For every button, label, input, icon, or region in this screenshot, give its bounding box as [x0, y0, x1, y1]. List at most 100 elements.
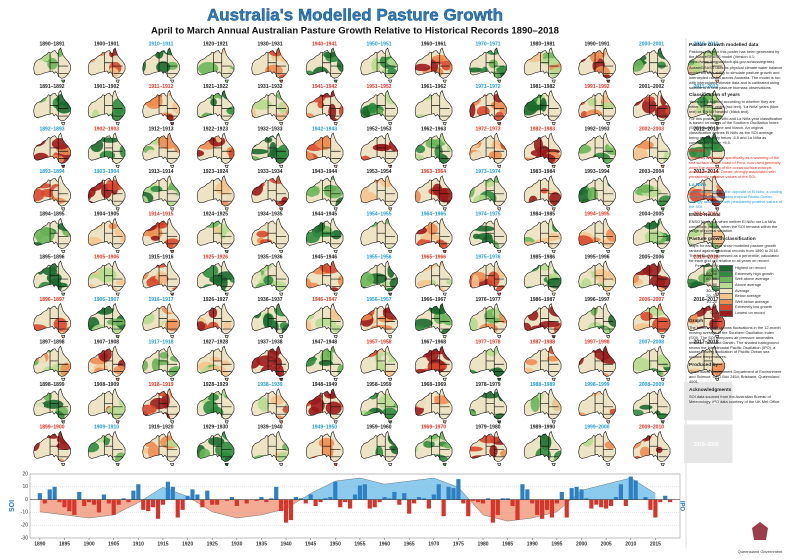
map-outline [469, 430, 507, 467]
map-outline [196, 303, 235, 339]
map-outline [142, 388, 180, 424]
map-outline [578, 217, 616, 254]
map-patch [525, 359, 538, 366]
soi-bar [352, 494, 358, 500]
state-borders [158, 350, 178, 375]
year-label: 2007–2008 [639, 340, 664, 346]
year-label: 1949–1950 [312, 425, 337, 431]
state-borders [267, 222, 287, 248]
year-label: 1904–1905 [94, 212, 119, 218]
map-patch [159, 351, 169, 359]
soi-bar [318, 499, 323, 503]
soi-bar [52, 486, 57, 500]
state-borders [158, 95, 178, 120]
soi-bar [623, 499, 628, 506]
year-label: 1898–1899 [39, 382, 64, 388]
section-heading: Graph [689, 319, 704, 325]
state-borders [594, 393, 614, 418]
legend-range-text: 0–1 [710, 309, 718, 315]
year-label: 1978–1979 [475, 382, 500, 388]
soi-bar [584, 498, 589, 500]
empty-cell [684, 381, 733, 421]
map-patch [633, 409, 644, 417]
map-patch [263, 275, 274, 285]
year-label: 2005–2006 [639, 254, 664, 260]
x-tick-label: 1995 [551, 541, 562, 547]
state-borders [485, 265, 505, 290]
year-label: 1947–1948 [312, 340, 337, 346]
map-outline [414, 388, 453, 424]
map-outline [414, 175, 453, 211]
year-label: 1945–1946 [312, 254, 337, 260]
map-outline [360, 217, 398, 254]
legend-label: Lowest on record [735, 309, 765, 315]
legend-label: Average [735, 287, 750, 293]
legend-range-text: 20–30 [706, 293, 717, 299]
section-heading: ENSO Neutral [689, 212, 721, 218]
year-label: 1948–1949 [312, 382, 337, 388]
map-outline [196, 90, 235, 126]
state-borders [594, 222, 614, 248]
state-borders [322, 180, 341, 205]
state-borders [649, 265, 668, 290]
soi-bar [540, 499, 545, 519]
year-label: 1940–1941 [312, 41, 337, 47]
state-borders [267, 308, 287, 333]
year-label: 1890–1891 [39, 41, 64, 47]
soi-bar [402, 493, 407, 500]
state-borders [104, 52, 123, 77]
state-borders [376, 265, 396, 290]
year-label: 1928–1929 [203, 382, 228, 388]
map-outline [578, 303, 616, 339]
state-borders [485, 95, 505, 120]
map-patch [282, 442, 289, 451]
state-borders [485, 222, 505, 248]
map-patch [432, 54, 449, 62]
soi-bar [254, 499, 259, 501]
map-patch [530, 395, 540, 412]
section-heading: La Niña [689, 183, 707, 189]
map-patch [331, 230, 342, 240]
map-patch [696, 104, 716, 115]
map-patch [325, 401, 342, 415]
state-borders [213, 350, 232, 375]
year-label: 1911–1912 [149, 84, 174, 90]
map-outline [251, 47, 289, 83]
map-patch [608, 408, 616, 415]
map-outline [414, 132, 453, 168]
map-patch [119, 144, 126, 159]
soi-bar [451, 488, 456, 500]
section-heading: Produced by [689, 363, 719, 369]
soi-bar [165, 481, 170, 500]
year-label: 1914–1915 [148, 212, 173, 218]
map-outline [632, 90, 671, 126]
state-borders [104, 308, 123, 333]
map-outline [305, 430, 344, 467]
map-patch [209, 356, 221, 363]
map-outline [360, 90, 398, 126]
map-outline [196, 217, 235, 254]
state-borders [485, 137, 505, 162]
map-outline [360, 132, 398, 168]
x-tick-label: 1905 [108, 541, 119, 547]
map-outline [305, 345, 344, 381]
map-patch [209, 275, 228, 284]
state-borders [485, 393, 505, 418]
year-label: 1969–1970 [421, 425, 446, 431]
year-label: 1942–1943 [312, 127, 337, 133]
map-outline [87, 388, 126, 424]
soi-bar [372, 499, 377, 508]
year-label: 1933–1934 [257, 169, 282, 175]
soi-bar [668, 499, 673, 503]
map-outline [523, 260, 562, 296]
map-patch [371, 57, 381, 73]
soi-bar [599, 499, 604, 508]
year-label: 1905–1906 [94, 254, 119, 260]
soi-bar [377, 499, 382, 503]
state-borders [158, 265, 178, 290]
soi-bar [658, 499, 663, 503]
soi-bar [416, 497, 422, 500]
state-borders [213, 137, 232, 162]
y-tick-label: 0 [25, 497, 28, 503]
state-borders [267, 52, 287, 77]
